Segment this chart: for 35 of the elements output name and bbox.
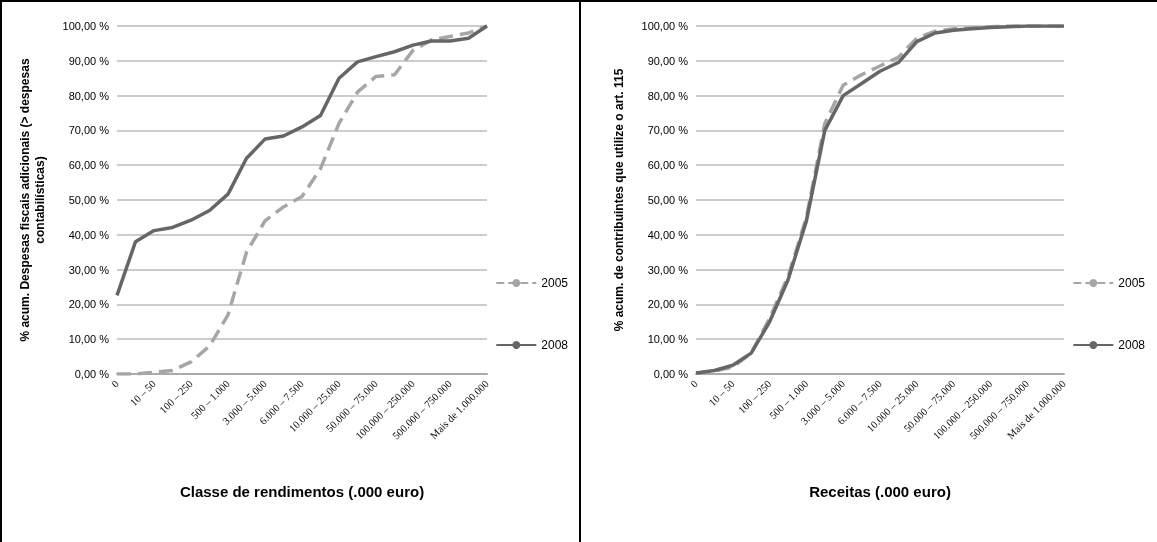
y-tick-label: 90,00 % xyxy=(647,54,689,67)
legend-label: 2005 xyxy=(1118,276,1146,290)
y-tick-label: 70,00 % xyxy=(68,124,110,137)
y-tick-label: 0,00 % xyxy=(653,368,689,380)
y-tick-label: 100,00 % xyxy=(62,20,110,32)
legend-label: 2005 xyxy=(541,276,569,290)
x-tick-label: 0 xyxy=(109,378,121,390)
y-axis-title: % acum. de contribuintes que utilize o art. 115 xyxy=(611,68,626,332)
y-tick-label: 100,00 % xyxy=(641,20,689,32)
x-tick-label: 10 – 50 xyxy=(706,378,737,409)
y-tick-label: 50,00 % xyxy=(647,194,689,206)
y-tick-label: 80,00 % xyxy=(647,89,689,102)
y-tick-label: 70,00 % xyxy=(647,124,689,137)
y-tick-label: 40,00 % xyxy=(647,228,689,241)
y-tick-label: 0,00 % xyxy=(74,368,110,380)
y-tick-label: 50,00 % xyxy=(68,194,110,206)
y-tick-label: 10,00 % xyxy=(68,333,110,346)
y-tick-label: 30,00 % xyxy=(68,263,110,276)
x-tick-label: 10 – 50 xyxy=(127,378,158,409)
y-tick-label: 60,00 % xyxy=(647,159,689,172)
y-tick-label: 10,00 % xyxy=(647,333,689,346)
y-tick-label: 80,00 % xyxy=(68,89,110,102)
y-tick-label: 90,00 % xyxy=(68,54,110,67)
y-tick-label: 20,00 % xyxy=(68,298,110,311)
legend-label: 2008 xyxy=(1118,338,1146,352)
y-tick-label: 60,00 % xyxy=(68,159,110,172)
x-tick-label: 0 xyxy=(688,378,700,390)
line-series xyxy=(115,24,489,298)
legend-label: 2008 xyxy=(541,338,569,352)
y-axis-title: % acum. Despesas fiscais adicionais (> despesas contabilísticas) xyxy=(17,58,47,342)
x-axis-title: Classe de rendimentos (.000 euro) xyxy=(179,483,425,500)
y-tick-label: 40,00 % xyxy=(68,228,110,241)
y-tick-label: 30,00 % xyxy=(647,263,689,276)
y-tick-label: 20,00 % xyxy=(647,298,689,311)
x-axis-title: Receitas (.000 euro) xyxy=(809,483,951,500)
